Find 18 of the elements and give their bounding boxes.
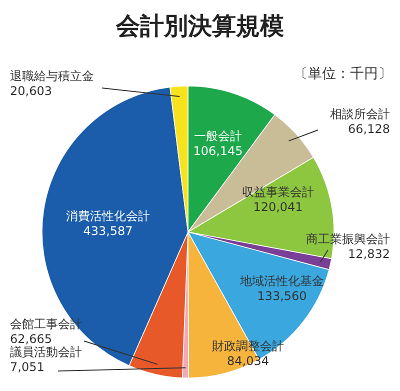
data-label: 106,145	[193, 144, 243, 158]
data-label: 62,665	[10, 332, 52, 346]
chart-subtitle: 〔単位：千円〕	[294, 66, 392, 82]
data-label: 20,603	[10, 84, 52, 98]
slice-label: 一般会計	[194, 129, 242, 143]
data-label: 7,051	[10, 360, 44, 374]
data-label: 66,128	[348, 122, 390, 136]
data-label: 133,560	[257, 289, 307, 303]
slice-label: 消費活性化会計	[66, 209, 150, 223]
data-label: 433,587	[83, 224, 133, 238]
data-label: 120,041	[253, 200, 303, 214]
chart-title: 会計別決算規模	[115, 12, 284, 40]
data-label: 12,832	[348, 247, 390, 261]
slice-label: 議員活動会計	[10, 345, 82, 359]
slice-label: 相談所会計	[330, 107, 390, 121]
slice-label: 退職給与積立金	[10, 69, 94, 83]
slice-label: 地域活性化基金	[239, 274, 324, 288]
slice-label: 収益事業会計	[242, 185, 314, 199]
